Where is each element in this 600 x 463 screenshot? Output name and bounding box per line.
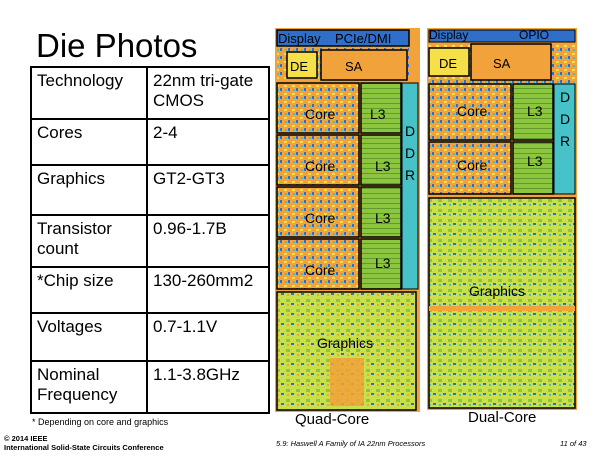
ddr-letter: D (405, 123, 415, 139)
pcie-dmi-label: PCIe/DMI (335, 31, 391, 46)
table-row: Graphics GT2-GT3 (30, 164, 270, 216)
spec-key: Nominal Frequency (30, 360, 148, 414)
table-row: Cores 2-4 (30, 118, 270, 166)
copyright: © 2014 IEEE International Solid-State Ci… (4, 434, 164, 452)
table-row: Technology 22nm tri-gate CMOS (30, 66, 270, 120)
footnote: * Depending on core and graphics (32, 417, 169, 427)
quad-core-caption: Quad-Core (295, 411, 370, 428)
spec-table: Technology 22nm tri-gate CMOS Cores 2-4 … (30, 66, 270, 414)
copyright-line: © 2014 IEEE (4, 434, 48, 443)
dual-core-caption: Dual-Core (468, 409, 537, 426)
spec-key: Voltages (30, 312, 148, 362)
dual-core-die-photo: Display OPIO DE SA Core Core L3 L3 D D R… (427, 28, 577, 410)
core-label: Core (305, 106, 336, 122)
graphics-label: Graphics (317, 335, 373, 351)
spec-value: 2-4 (146, 118, 270, 166)
ddr-letter: D (560, 89, 570, 105)
display-label: Display (429, 28, 468, 42)
de-block (428, 47, 470, 77)
opio-label: OPIO (519, 28, 549, 42)
dual-core-die-image: Display OPIO DE SA Core Core L3 L3 D D R… (427, 28, 577, 410)
l3-label: L3 (375, 255, 391, 271)
de-label: DE (439, 56, 457, 71)
display-opio-block (428, 29, 576, 43)
spec-value: 0.7-1.1V (146, 312, 270, 362)
session-footer: 5.9: Haswell A Family of IA 22nm Process… (276, 439, 426, 448)
spec-key: Technology (30, 66, 148, 120)
spec-value: GT2-GT3 (146, 164, 270, 216)
core-label: Core (305, 210, 336, 226)
spec-value: 0.96-1.7B (146, 214, 270, 268)
core-slice (276, 82, 402, 134)
sa-block (320, 49, 408, 81)
conference-line: International Solid-State Circuits Confe… (4, 443, 164, 452)
de-label: DE (290, 59, 308, 74)
core-slice (428, 83, 554, 141)
l3-label: L3 (375, 158, 391, 174)
table-row: Voltages 0.7-1.1V (30, 312, 270, 362)
graphics-block (428, 197, 576, 409)
l3-label: L3 (527, 103, 543, 119)
ddr-letter: D (405, 145, 415, 161)
ddr-letter: D (560, 111, 570, 127)
display-pcie-block (276, 29, 410, 47)
ddr-letter: R (405, 167, 415, 183)
sa-block (470, 43, 552, 81)
ddr-letter: R (560, 133, 570, 149)
spec-key: Cores (30, 118, 148, 166)
core-slice (428, 141, 554, 195)
l3-label: L3 (375, 210, 391, 226)
de-block (286, 51, 318, 79)
spec-key: Graphics (30, 164, 148, 216)
quad-core-die-image: Display PCIe/DMI DE SA Core Core Core Co… (275, 28, 420, 412)
ddr-block (553, 83, 576, 195)
core-label: Core (457, 157, 488, 173)
spec-value: 1.1-3.8GHz (146, 360, 270, 414)
spec-value: 22nm tri-gate CMOS (146, 66, 270, 120)
core-slice (276, 134, 402, 186)
table-row: Nominal Frequency 1.1-3.8GHz (30, 360, 270, 414)
core-label: Core (305, 158, 336, 174)
core-label: Core (457, 103, 488, 119)
table-row: *Chip size 130-260mm2 (30, 266, 270, 314)
core-slice (276, 238, 402, 290)
ddr-block (401, 82, 419, 290)
slide-title: Die Photos (36, 27, 198, 64)
table-row: Transistor count 0.96-1.7B (30, 214, 270, 268)
display-label: Display (278, 31, 321, 46)
page-indicator: 11 of 43 (560, 439, 587, 448)
core-slice (276, 186, 402, 238)
l3-label: L3 (527, 153, 543, 169)
sa-label: SA (493, 56, 511, 71)
spec-value: 130-260mm2 (146, 266, 270, 314)
sa-label: SA (345, 59, 363, 74)
spec-key: Transistor count (30, 214, 148, 268)
graphics-label: Graphics (469, 283, 525, 299)
quad-core-die-photo: Display PCIe/DMI DE SA Core Core Core Co… (275, 28, 420, 412)
l3-label: L3 (370, 106, 386, 122)
spec-key: *Chip size (30, 266, 148, 314)
core-label: Core (305, 262, 336, 278)
